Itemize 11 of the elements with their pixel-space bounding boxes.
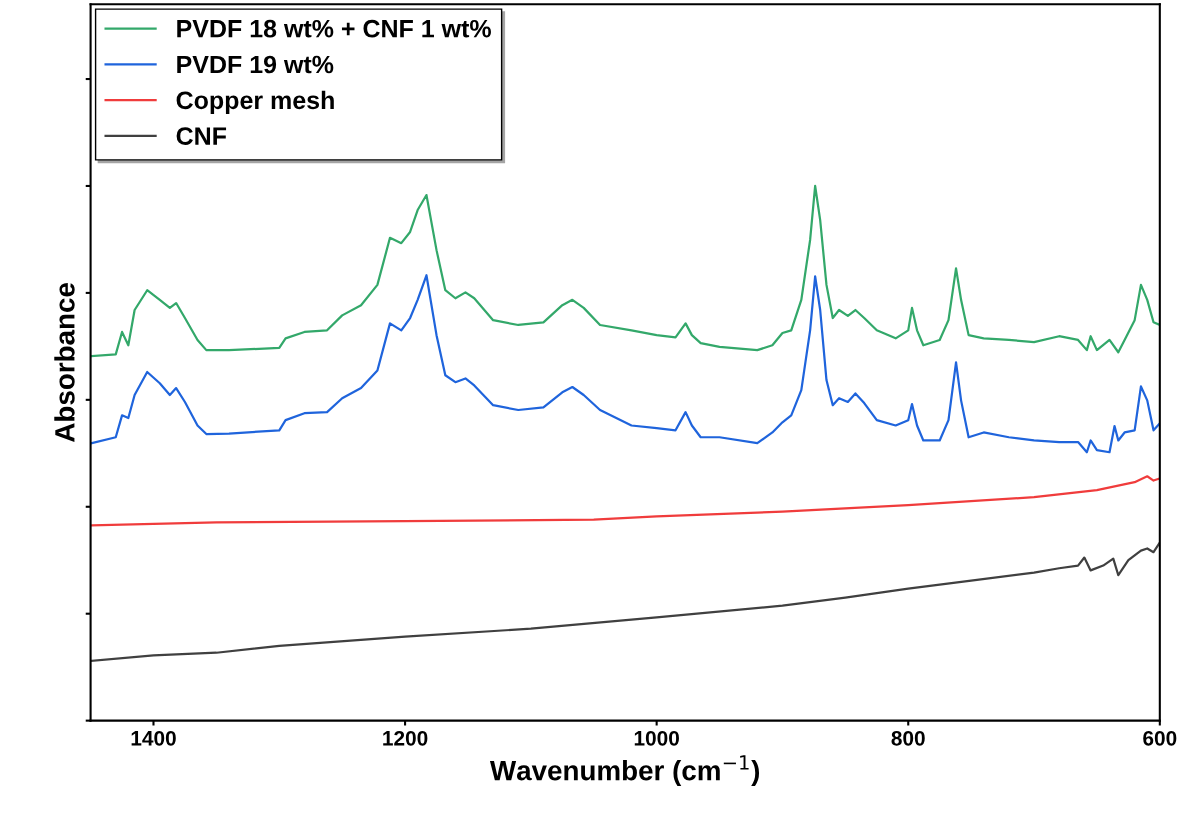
x-axis-title: Wavenumber (cm$^{−1}$) <box>489 755 760 786</box>
x-tick-label: 800 <box>891 730 925 746</box>
x-tick-label: 1000 <box>634 730 679 746</box>
x-tick-label: 1400 <box>131 730 176 746</box>
legend-label: PVDF 18 wt% + CNF 1 wt% <box>177 19 491 38</box>
legend-label: Copper mesh <box>176 90 334 115</box>
x-tick-label: 1200 <box>383 730 428 746</box>
x-tick-label: 600 <box>1143 730 1177 746</box>
legend-label: CNF <box>176 127 227 145</box>
y-axis-title: Absorbance <box>54 283 75 442</box>
legend-label: PVDF 19 wt% <box>177 55 334 74</box>
